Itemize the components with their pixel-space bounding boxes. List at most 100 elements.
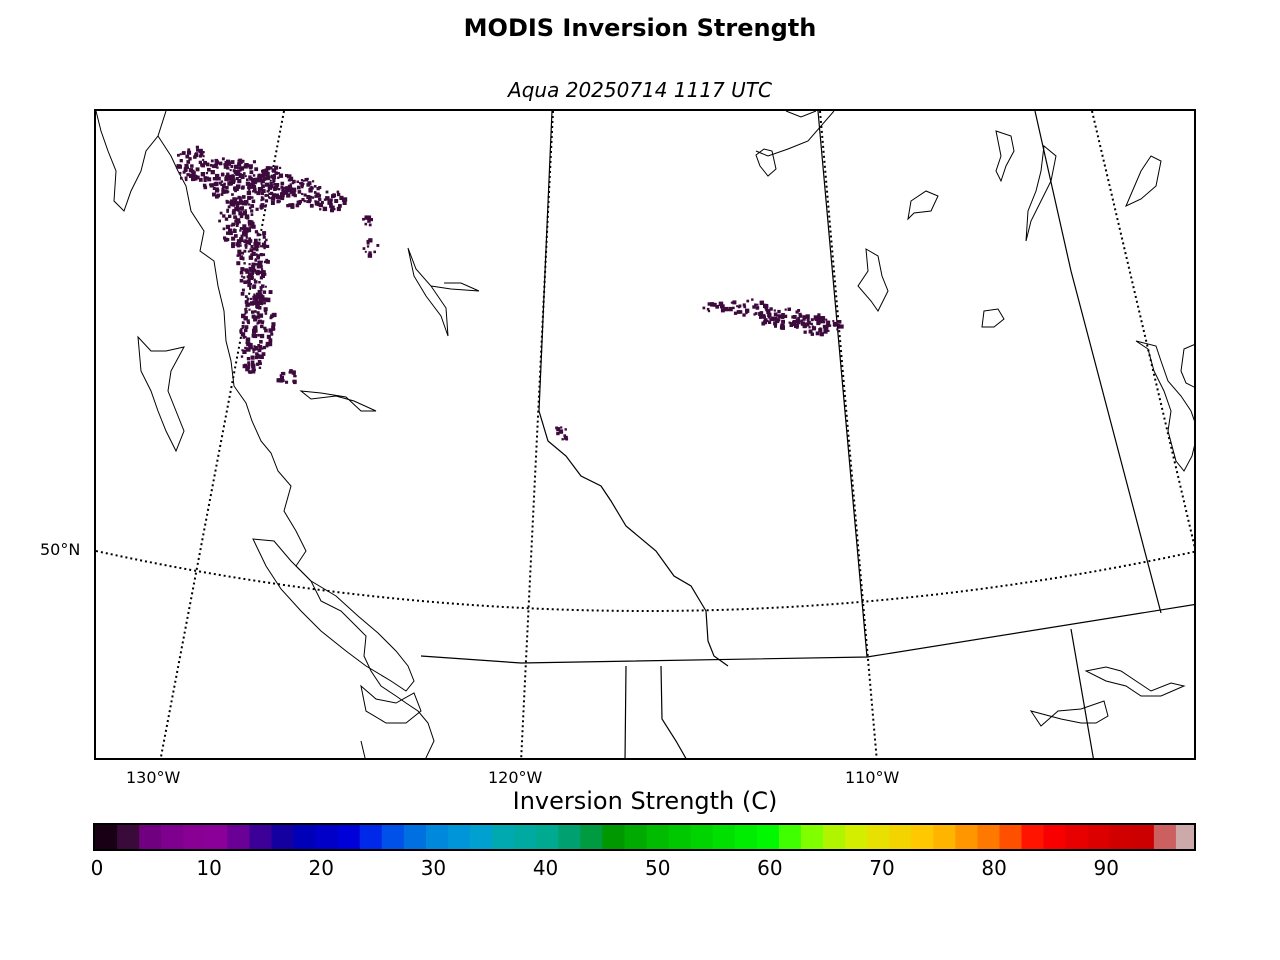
inversion-pixel [251,270,255,274]
inversion-pixel [774,324,777,328]
inversion-pixel [240,234,244,238]
inversion-pixel [209,183,214,188]
inversion-pixel [754,312,758,315]
political-borders [420,111,1194,758]
inversion-pixel [212,192,216,197]
inversion-pixel [288,203,292,207]
inversion-pixel [252,247,255,251]
inversion-pixel [268,338,271,342]
inversion-pixel [268,196,271,200]
inversion-pixel [367,253,373,258]
inversion-pixel [259,253,263,257]
inversion-pixel [373,250,376,254]
meridian-120w [520,111,554,758]
inversion-pixel [800,319,804,323]
inversion-pixel [252,298,255,301]
inversion-pixel [237,249,242,254]
inversion-pixel [291,205,295,209]
inversion-pixel [795,310,799,314]
inversion-pixel [289,186,293,190]
inversion-pixel [218,161,223,166]
inversion-pixel [279,375,284,380]
inversion-pixel [247,275,251,279]
inversion-pixel [240,355,244,358]
inversion-pixel [296,180,299,183]
inversion-pixel [795,318,801,323]
inversion-pixel [196,175,200,180]
inversion-pixel [243,164,248,169]
inversion-pixel [255,353,260,358]
colorbar-swatch [800,825,824,849]
inversion-pixel [200,177,203,180]
colorbar-tick-label: 40 [532,856,559,880]
colorbar-swatch [205,825,228,849]
inversion-pixel [291,191,296,196]
inversion-pixel [258,281,261,284]
inversion-pixel [251,310,255,314]
inversion-pixel [248,237,252,241]
inversion-pixel [254,280,258,284]
inversion-pixel [810,318,814,322]
inversion-pixel [264,182,270,187]
inversion-pixel [309,203,314,208]
inversion-pixel [245,326,248,330]
inversion-pixel [759,315,763,319]
inversion-pixel [745,308,750,313]
inversion-pixel [215,173,220,179]
inversion-pixel [839,324,844,329]
inversion-pixel [264,194,268,197]
inversion-pixel [252,174,256,177]
inversion-pixel [239,329,243,333]
inversion-pixel [364,222,368,226]
inversion-pixel [237,252,241,257]
inversion-pixel [766,319,769,323]
inversion-pixel [246,357,251,361]
inversion-pixel [273,183,276,186]
inversion-pixel [281,371,286,376]
inversion-pixel [212,186,216,190]
inversion-pixel [240,173,245,178]
inversion-pixel [231,202,236,207]
inversion-pixel [270,196,276,201]
inversion-pixel [257,241,261,246]
colorbar-swatch [425,825,449,849]
inversion-pixel [244,346,247,349]
bc-coast [96,111,435,758]
inversion-pixel [253,278,256,281]
inversion-pixel [755,306,760,310]
inversion-pixel [221,173,225,177]
inversion-pixel [329,202,333,207]
inversion-pixel [251,262,256,267]
inversion-pixel [268,328,273,333]
colorbar-swatch [734,825,758,849]
colorbar-swatch [514,825,537,849]
inversion-pixel [260,191,264,196]
colorbar-tick-label: 50 [644,856,671,880]
inversion-pixel [182,151,186,155]
colorbar-swatch [536,825,559,849]
inversion-pixel [328,200,333,205]
inversion-pixel [200,163,204,167]
inversion-pixel [231,244,235,249]
inversion-pixel [223,164,229,169]
inversion-pixel [311,196,315,199]
inversion-pixel [225,224,231,230]
inversion-pixel [258,300,264,306]
inversion-pixel [212,177,217,181]
colorbar-tick-label: 10 [196,856,222,880]
inversion-pixel [202,151,205,154]
inversion-pixel [368,251,372,255]
inversion-pixel [339,195,344,200]
inversion-pixel [266,174,269,178]
inversion-pixel [246,319,250,323]
colorbar-swatch [1131,825,1155,849]
inversion-pixel [802,315,807,320]
inversion-pixel [231,242,235,246]
inversion-pixel [712,302,717,307]
inversion-pixel [247,361,250,365]
inversion-pixel [250,342,253,346]
inversion-pixel [334,199,339,203]
inversion-pixel [788,321,791,324]
inversion-pixel [776,314,779,317]
inversion-pixel [819,332,824,337]
